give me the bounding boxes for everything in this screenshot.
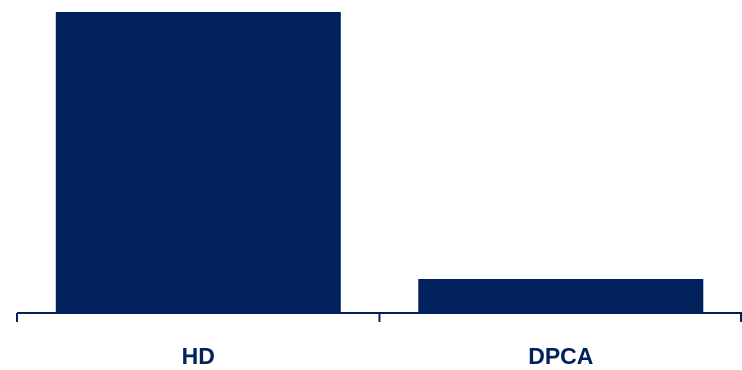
- x-tick-label-hd: HD: [182, 343, 215, 369]
- bar-dpca: [418, 279, 704, 313]
- bars-group: [55, 12, 704, 313]
- x-axis-tick-labels: HD DPCA: [182, 343, 594, 369]
- x-tick-label-dpca: DPCA: [528, 343, 593, 369]
- bar-hd: [55, 12, 341, 313]
- x-axis-ticks: [16, 313, 742, 322]
